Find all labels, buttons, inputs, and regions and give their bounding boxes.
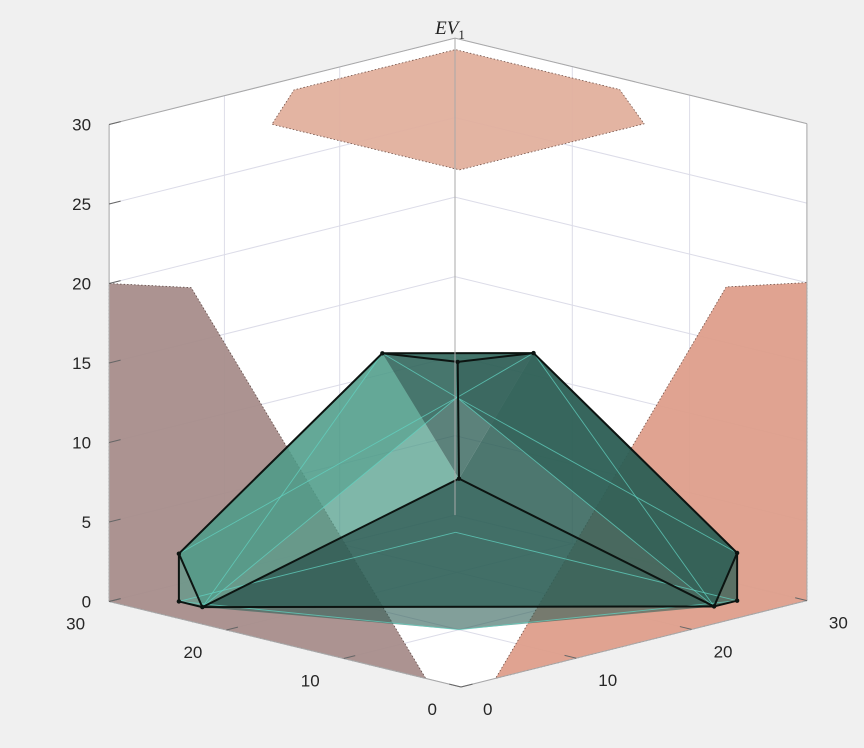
x-tick-label: 30 [829, 614, 848, 633]
polytope-solid [176, 350, 740, 631]
tick-labels: 0 5 10 15 20 25 30 0 10 20 30 0 10 20 30 [66, 116, 848, 720]
z-tick-label: 30 [72, 116, 91, 135]
axis-lines [108, 37, 808, 688]
polytope-edge [458, 477, 715, 608]
x-tick-mark [449, 683, 462, 688]
grid-line [108, 196, 456, 284]
polytope-face-right [459, 353, 738, 607]
polytope-edge [178, 352, 384, 555]
x-axis-line [460, 600, 808, 688]
polytope-vertex [734, 598, 740, 603]
polytope-inner-edge [456, 397, 738, 554]
polytope-edge [382, 352, 458, 363]
polytope-inner-edge [178, 397, 458, 555]
polytope-face-left [178, 353, 459, 608]
y-tick-mark [343, 655, 356, 659]
y-tick-mark [226, 626, 239, 631]
x-tick-label: 0 [483, 700, 492, 719]
z-tick-label: 15 [72, 354, 91, 373]
polytope-vertex [380, 351, 385, 356]
x-tick-mark [564, 654, 577, 659]
y-tick-label: 10 [301, 672, 320, 691]
polytope-inner-edge [202, 397, 458, 608]
polytope-vertex [176, 551, 182, 556]
polytope-edge [177, 553, 204, 608]
polytope-inner-edge [456, 397, 715, 607]
projection-top [271, 49, 645, 171]
polytope-vertex [531, 350, 536, 356]
x-tick-label: 20 [714, 642, 733, 661]
polytope-inner-edge [533, 352, 715, 607]
z-tick-label: 0 [82, 593, 91, 612]
polytope-edge [178, 600, 203, 609]
x-tick-mark [795, 597, 808, 602]
z-tick-label: 10 [72, 434, 91, 453]
z-tick-label: 5 [82, 513, 91, 532]
z-tick-mark [108, 439, 121, 443]
box-top-edge [454, 37, 808, 125]
y-tick-label: 0 [428, 700, 437, 719]
z-tick-mark [108, 598, 121, 602]
polytope-inner-edge [409, 531, 456, 545]
box-top-edge [108, 37, 456, 125]
z-tick-mark [108, 200, 121, 205]
polytope-edge [202, 605, 715, 609]
polytope-inner-edge [178, 543, 410, 602]
z-tick-label: 25 [72, 195, 91, 214]
polytope-vertex [176, 599, 182, 604]
polytope-edge [713, 599, 738, 608]
polytope-vertex [455, 359, 460, 365]
polytope-vertex [200, 604, 205, 610]
x-tick-label: 10 [598, 671, 617, 690]
polytope-edge [457, 352, 534, 363]
x-tick-mark [679, 626, 692, 630]
polytope-vertex [734, 550, 740, 556]
y-tick-label: 30 [66, 615, 85, 634]
polytope-edge [532, 352, 738, 554]
polytope-vertex [456, 476, 462, 481]
z-tick-mark [108, 359, 121, 364]
grid-line [454, 196, 808, 284]
polytope-inner-edge [382, 352, 458, 398]
z-tick-mark [108, 121, 121, 125]
polytope-inner-edge [455, 531, 503, 545]
polytope-face-front [202, 478, 715, 608]
title-symbol: EV [434, 18, 461, 39]
polytope-vertex [711, 604, 717, 609]
chart-title: EV1 [434, 18, 465, 42]
polytope-edge [456, 361, 460, 479]
polytope-face-bottom [202, 606, 715, 630]
title-subscript: 1 [458, 27, 465, 42]
y-axis-line [108, 601, 462, 688]
polytope-inner-edge [502, 543, 738, 602]
y-tick-mark [460, 683, 473, 688]
z-tick-mark [108, 518, 121, 523]
z-tick-label: 20 [72, 275, 91, 294]
polytope-inner-edge [456, 352, 534, 398]
y-tick-label: 20 [183, 643, 202, 662]
polytope-edge [713, 552, 739, 607]
z-tick-mark [108, 280, 121, 284]
polytope-inner-edge [201, 353, 383, 608]
polytope-edge [201, 477, 460, 609]
